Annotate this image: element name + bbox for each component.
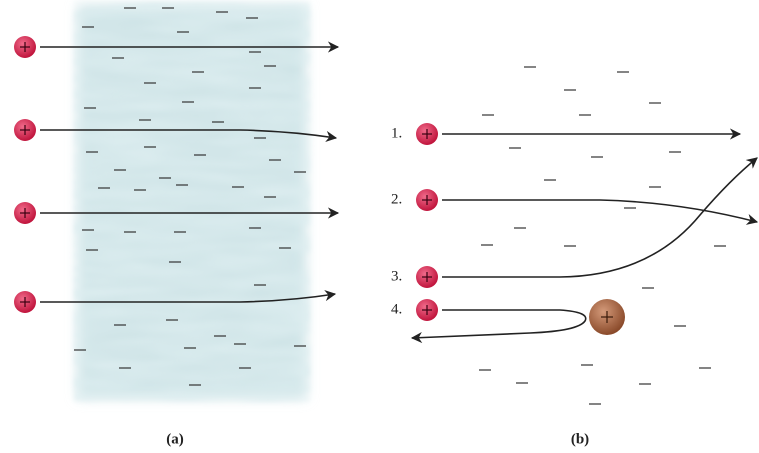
alpha-particle	[14, 36, 36, 58]
foil-band	[74, 2, 310, 402]
alpha-particle	[14, 202, 36, 224]
path-label: 2.	[391, 191, 402, 207]
alpha-particle	[416, 266, 438, 288]
path-label: 4.	[391, 301, 402, 317]
alpha-particle	[14, 291, 36, 313]
alpha-particle	[416, 123, 438, 145]
path-label: 3.	[391, 268, 402, 284]
tracks-b	[410, 128, 759, 344]
tracks-a	[40, 41, 340, 303]
path-label: 1.	[391, 125, 402, 141]
alpha-particle	[416, 189, 438, 211]
panel-label: (b)	[571, 431, 589, 447]
alpha-particles	[14, 36, 438, 321]
electrons	[74, 7, 726, 405]
alpha-particle	[416, 299, 438, 321]
alpha-particle	[14, 119, 36, 141]
panel-label: (a)	[166, 431, 184, 447]
nucleus	[589, 299, 625, 335]
